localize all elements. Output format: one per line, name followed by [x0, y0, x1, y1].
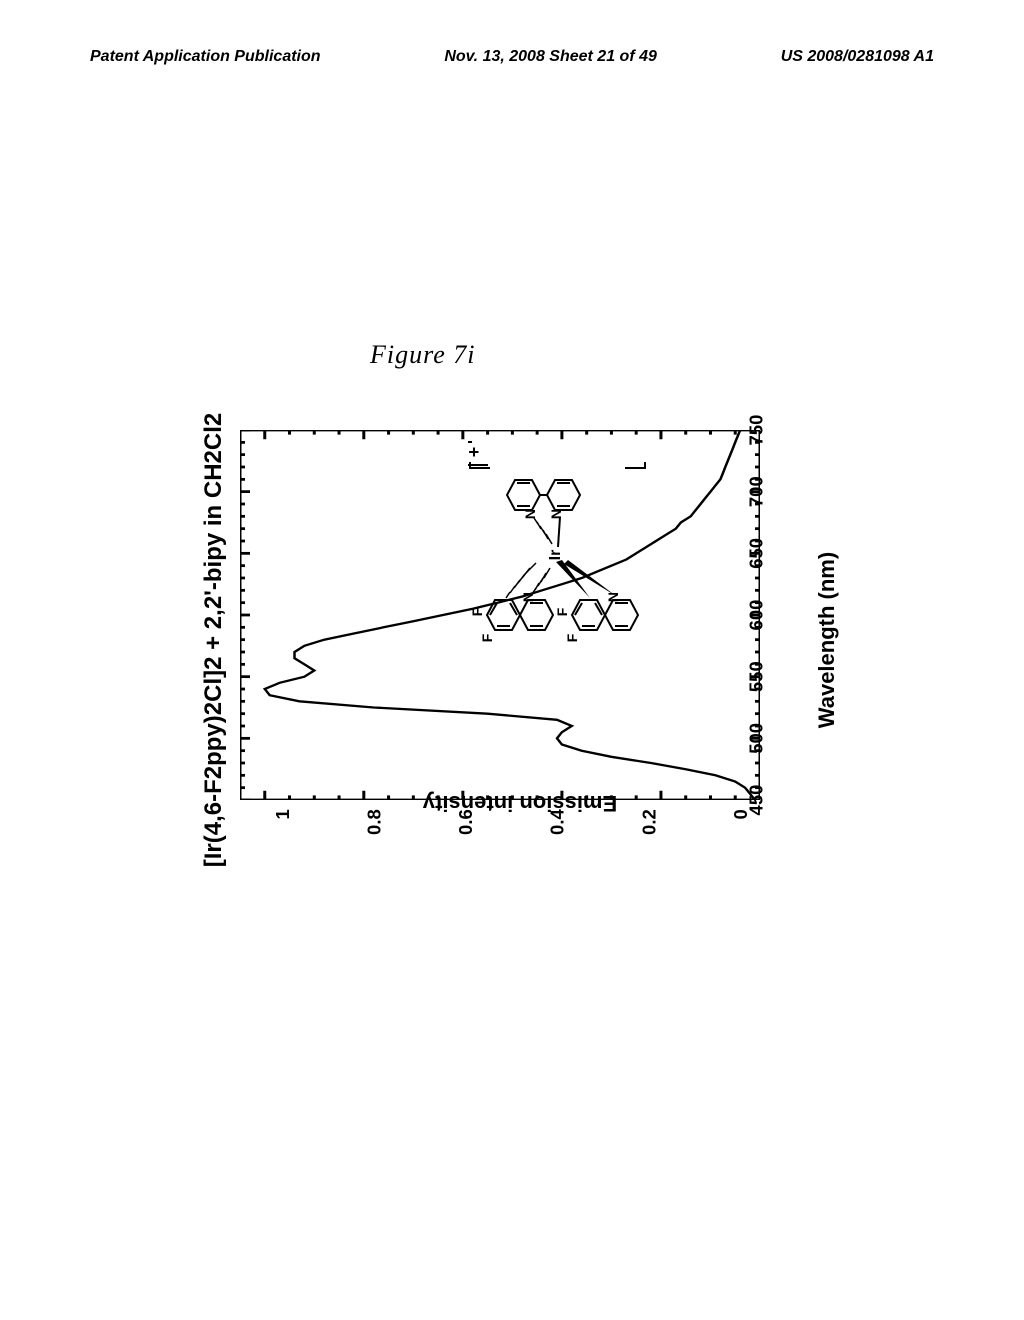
figure-label: Figure 7i: [370, 340, 476, 370]
svg-text:0.6: 0.6: [455, 809, 476, 835]
molecular-structure-inset: F F N F F N: [460, 440, 660, 660]
svg-text:750: 750: [746, 415, 767, 446]
svg-text:0: 0: [730, 809, 751, 819]
rotated-figure-wrap: [Ir(4,6-F2ppy)2Cl]2 + 2,2'-bipy in CH2Cl…: [180, 400, 860, 880]
svg-text:600: 600: [746, 600, 767, 631]
svg-text:+: +: [464, 447, 484, 458]
chart-title: [Ir(4,6-F2ppy)2Cl]2 + 2,2'-bipy in CH2Cl…: [200, 400, 228, 880]
header-right: US 2008/0281098 A1: [781, 48, 934, 66]
emission-spectrum-chart: [Ir(4,6-F2ppy)2Cl]2 + 2,2'-bipy in CH2Cl…: [180, 400, 860, 880]
svg-text:650: 650: [746, 538, 767, 569]
x-axis-label: Wavelength (nm): [814, 400, 840, 880]
svg-text:N: N: [522, 509, 538, 519]
svg-text:0.2: 0.2: [638, 809, 659, 835]
svg-text:N: N: [548, 509, 564, 519]
svg-text:N: N: [605, 592, 621, 602]
svg-text:F: F: [469, 607, 485, 616]
svg-text:700: 700: [746, 476, 767, 507]
svg-text:Ir: Ir: [547, 550, 564, 561]
svg-text:500: 500: [746, 723, 767, 754]
svg-text:0.8: 0.8: [363, 809, 384, 835]
header-left: Patent Application Publication: [90, 48, 321, 66]
page-header: Patent Application Publication Nov. 13, …: [0, 48, 1024, 66]
svg-text:1: 1: [272, 809, 293, 819]
svg-text:F: F: [479, 633, 495, 642]
svg-text:F: F: [564, 633, 580, 642]
svg-text:0.4: 0.4: [547, 809, 568, 835]
svg-text:550: 550: [746, 661, 767, 692]
molecule-svg: F F N F F N: [460, 440, 660, 660]
svg-text:N: N: [520, 592, 536, 602]
svg-text:F: F: [554, 607, 570, 616]
header-center: Nov. 13, 2008 Sheet 21 of 49: [444, 48, 657, 66]
